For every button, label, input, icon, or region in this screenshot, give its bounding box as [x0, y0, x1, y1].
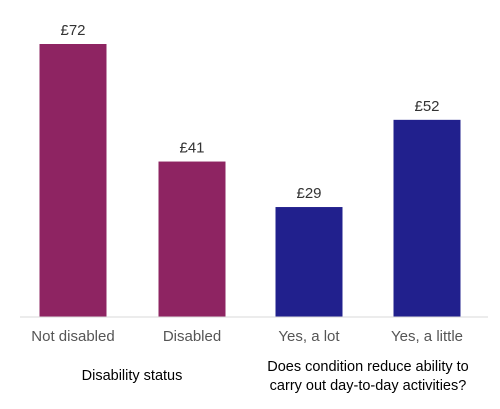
- bar-not-disabled: [39, 44, 107, 317]
- data-label-not-disabled: £72: [60, 22, 85, 39]
- group-label-disability-status: Disability status: [82, 368, 183, 384]
- x-tick-labels: Not disabled Disabled Yes, a lot Yes, a lit…: [31, 328, 463, 345]
- bar-yes-a-little: [393, 119, 461, 317]
- x-tick-label-not-disabled: Not disabled: [31, 328, 114, 345]
- bars: [39, 44, 461, 317]
- data-label-yes-a-little: £52: [414, 98, 439, 115]
- group-label-line: carry out day-to-day activities?: [270, 378, 467, 394]
- x-tick-label-yes-a-little: Yes, a little: [391, 328, 463, 345]
- group-label-activity-reduction: Does condition reduce ability to carry ou…: [267, 359, 469, 394]
- data-label-disabled: £41: [179, 140, 204, 157]
- group-labels: Disability status Does condition reduce a…: [82, 359, 469, 394]
- bar-disabled: [158, 161, 226, 317]
- group-label-line: Does condition reduce ability to: [267, 359, 469, 375]
- x-tick-label-disabled: Disabled: [163, 328, 221, 345]
- data-label-yes-a-lot: £29: [296, 185, 321, 202]
- x-tick-label-yes-a-lot: Yes, a lot: [278, 328, 340, 345]
- bar-yes-a-lot: [275, 207, 343, 317]
- data-labels: £72 £41 £29 £52: [60, 22, 439, 202]
